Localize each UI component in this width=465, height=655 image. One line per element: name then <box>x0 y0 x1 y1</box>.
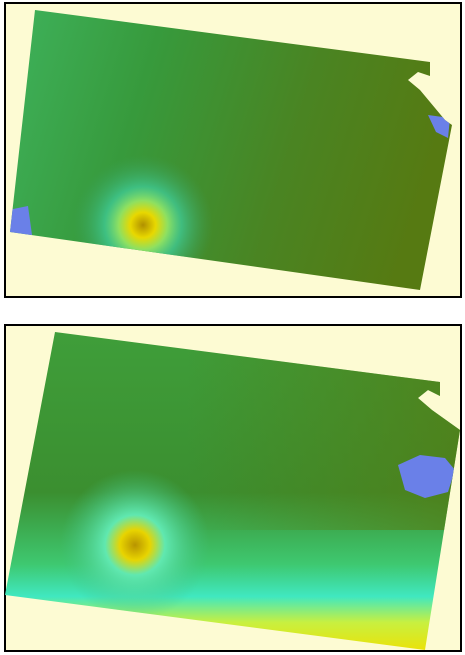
map-screenshot <box>0 0 465 655</box>
